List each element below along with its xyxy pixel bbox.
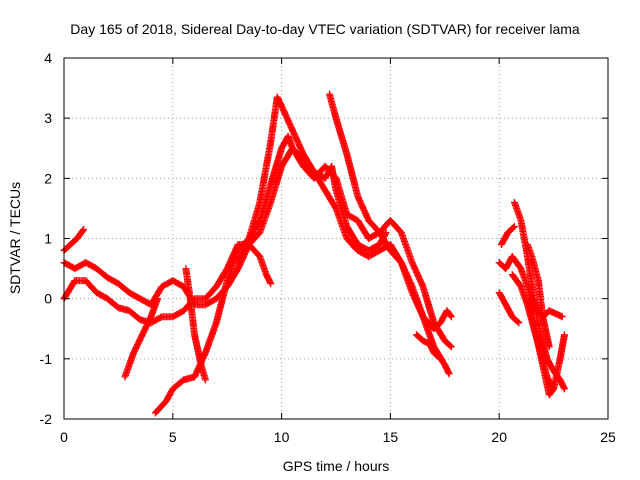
data-point-marker bbox=[267, 280, 275, 288]
series-pass-f bbox=[182, 265, 209, 384]
y-tick-label: 4 bbox=[44, 50, 52, 66]
data-point-marker bbox=[545, 343, 553, 351]
data-point-marker bbox=[510, 223, 518, 230]
series-pass-m bbox=[510, 198, 568, 393]
data-point-marker bbox=[201, 376, 209, 384]
data-point-marker bbox=[509, 224, 517, 231]
axis-ticks: 0 5 10 15 20 25 -2 -1 0 1 2 3 4 bbox=[40, 50, 616, 445]
x-tick-label: 15 bbox=[383, 429, 399, 445]
data-point-marker bbox=[436, 355, 444, 363]
data-point-marker bbox=[447, 343, 455, 351]
x-axis-label: GPS time / hours bbox=[283, 458, 390, 474]
data-point-marker bbox=[561, 385, 568, 393]
data-points bbox=[60, 90, 568, 417]
data-point-marker bbox=[550, 385, 558, 393]
y-tick-label: 2 bbox=[44, 170, 52, 186]
x-tick-label: 20 bbox=[491, 429, 507, 445]
series-pass-e bbox=[151, 132, 453, 417]
data-point-marker bbox=[447, 312, 454, 319]
x-tick-label: 25 bbox=[600, 429, 616, 445]
data-point-marker bbox=[514, 318, 522, 326]
series-pass-l bbox=[497, 223, 518, 248]
y-tick-label: -1 bbox=[40, 351, 53, 367]
series-pass-o bbox=[526, 295, 558, 399]
data-point-marker bbox=[80, 226, 88, 233]
data-point-marker bbox=[445, 369, 452, 377]
x-tick-label: 10 bbox=[274, 429, 290, 445]
data-point-marker bbox=[447, 313, 455, 321]
series-pass-k bbox=[495, 289, 523, 327]
data-point-marker bbox=[515, 319, 523, 327]
series-pass-p bbox=[524, 241, 553, 351]
data-point-marker bbox=[154, 295, 162, 303]
series-pass-c bbox=[60, 144, 455, 351]
series-pass-h bbox=[326, 90, 455, 333]
x-tick-label: 0 bbox=[60, 429, 68, 445]
data-point-marker bbox=[549, 386, 557, 394]
data-point-marker bbox=[79, 227, 87, 234]
data-point-marker bbox=[435, 354, 443, 362]
data-point-marker bbox=[558, 313, 566, 321]
x-tick-label: 5 bbox=[169, 429, 177, 445]
series-pass-i bbox=[413, 331, 444, 363]
y-tick-label: 1 bbox=[44, 231, 52, 247]
series-pass-a bbox=[60, 226, 88, 254]
data-point-marker bbox=[561, 331, 568, 339]
series-pass-g bbox=[234, 93, 390, 267]
chart-title: Day 165 of 2018, Sidereal Day-to-day VTE… bbox=[70, 21, 580, 37]
series-pass-d bbox=[121, 295, 162, 381]
data-point-marker bbox=[382, 229, 390, 236]
y-tick-label: 0 bbox=[44, 291, 52, 307]
data-point-marker bbox=[446, 342, 454, 350]
y-axis-label: SDTVAR / TECUs bbox=[7, 182, 23, 294]
y-tick-label: -2 bbox=[40, 411, 53, 427]
data-point-marker bbox=[445, 370, 453, 378]
y-tick-label: 3 bbox=[44, 110, 52, 126]
